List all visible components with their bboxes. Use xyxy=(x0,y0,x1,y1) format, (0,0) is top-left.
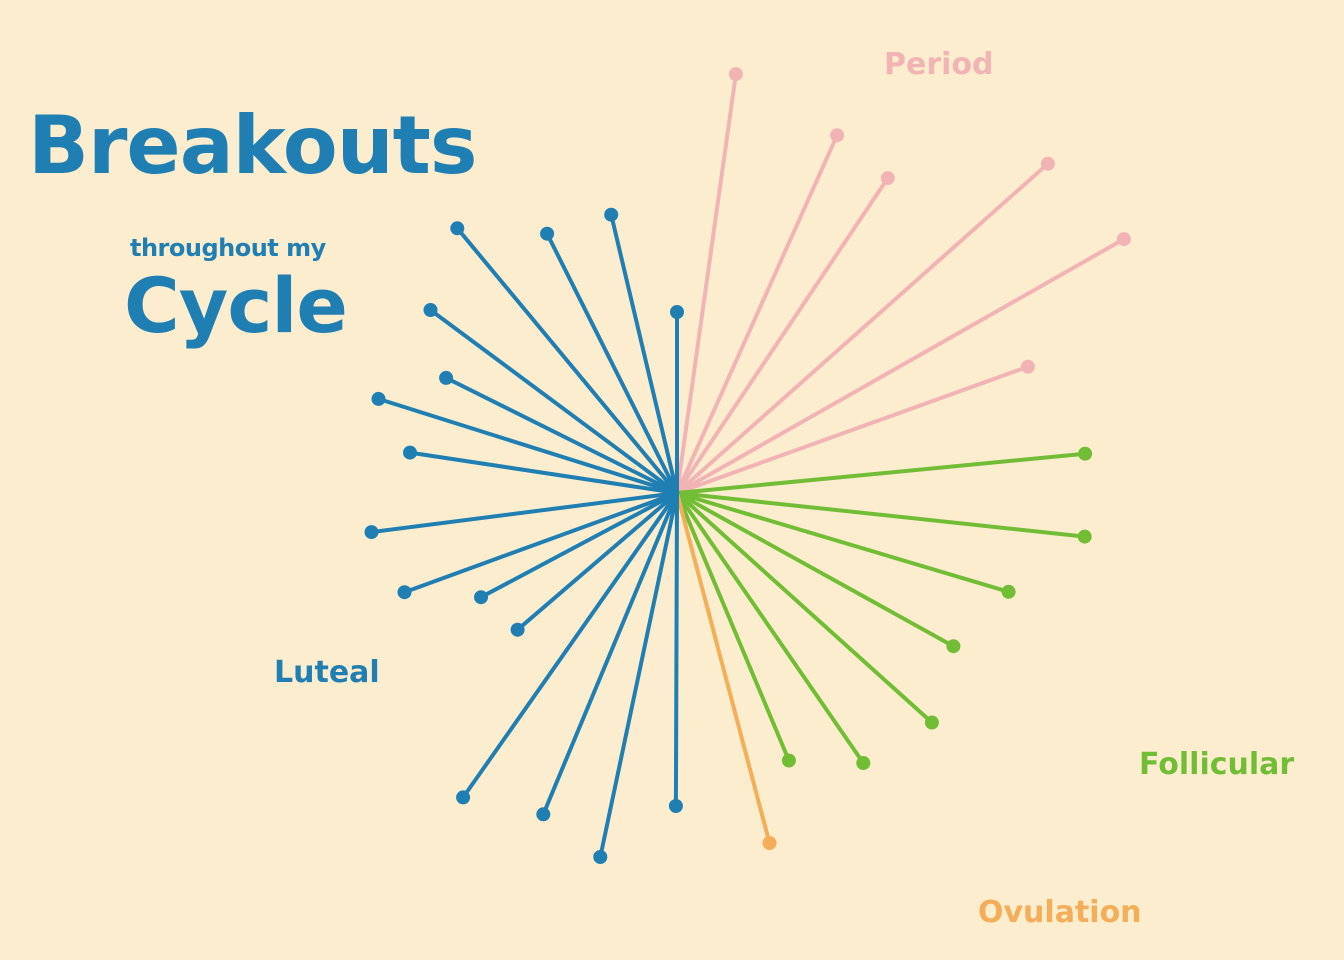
spoke-luteal-3 xyxy=(541,491,679,817)
point-luteal-12 xyxy=(423,303,438,317)
spoke-follicular-3 xyxy=(675,491,1011,594)
chart-title-breakouts: Breakouts xyxy=(28,99,477,192)
point-luteal-11 xyxy=(439,370,454,385)
point-luteal-6 xyxy=(474,590,488,605)
spoke-luteal-10 xyxy=(376,396,679,495)
spoke-period-4 xyxy=(675,161,1050,495)
point-luteal-9 xyxy=(403,445,417,460)
spoke-luteal-14 xyxy=(545,231,679,495)
point-luteal-7 xyxy=(397,585,412,600)
spoke-luteal-13 xyxy=(455,226,679,495)
point-luteal-2 xyxy=(593,850,608,864)
spoke-luteal-7 xyxy=(402,491,679,595)
spoke-follicular-2 xyxy=(675,491,1087,539)
point-period-6 xyxy=(1020,359,1035,374)
spoke-luteal-11 xyxy=(444,375,679,495)
series-follicular xyxy=(675,446,1093,770)
spoke-follicular-1 xyxy=(675,451,1088,495)
spoke-follicular-7 xyxy=(675,491,791,763)
phase-label-follicular: Follicular xyxy=(1139,747,1295,782)
point-luteal-16 xyxy=(670,305,684,319)
spoke-luteal-4 xyxy=(461,491,679,800)
spoke-luteal-2 xyxy=(598,491,679,859)
spoke-period-2 xyxy=(675,133,840,495)
spoke-period-5 xyxy=(675,237,1126,495)
spoke-luteal-8 xyxy=(369,491,679,535)
point-follicular-2 xyxy=(1077,529,1092,544)
phase-label-luteal: Luteal xyxy=(274,655,380,690)
point-follicular-4 xyxy=(946,639,961,654)
spoke-luteal-12 xyxy=(428,308,679,495)
spoke-luteal-15 xyxy=(609,212,679,495)
spoke-follicular-5 xyxy=(675,491,934,725)
spoke-luteal-1 xyxy=(673,491,679,808)
series-period xyxy=(675,67,1131,495)
chart-subtitle-throughout-my: throughout my xyxy=(130,234,326,262)
spoke-follicular-6 xyxy=(675,491,866,765)
spoke-follicular-4 xyxy=(675,491,956,649)
point-luteal-13 xyxy=(450,221,465,236)
spoke-luteal-5 xyxy=(515,491,679,632)
point-luteal-1 xyxy=(668,799,683,813)
point-period-5 xyxy=(1116,232,1131,247)
point-ovulation-1 xyxy=(762,836,777,850)
phase-label-ovulation: Ovulation xyxy=(978,895,1142,930)
point-follicular-3 xyxy=(1001,584,1016,599)
point-luteal-8 xyxy=(364,525,379,540)
spoke-period-1 xyxy=(675,72,738,495)
point-period-3 xyxy=(880,171,895,186)
point-period-4 xyxy=(1040,156,1055,171)
point-period-1 xyxy=(728,67,743,82)
series-ovulation xyxy=(675,491,777,850)
point-follicular-6 xyxy=(856,756,871,770)
chart-title-cycle: Cycle xyxy=(124,261,348,350)
spoke-period-3 xyxy=(675,176,890,495)
point-luteal-4 xyxy=(456,790,471,805)
phase-label-period: Period xyxy=(884,47,994,82)
point-follicular-5 xyxy=(924,715,939,730)
spoke-luteal-9 xyxy=(408,450,679,495)
spoke-ovulation-1 xyxy=(675,491,772,845)
point-luteal-5 xyxy=(510,622,525,637)
point-follicular-7 xyxy=(781,753,796,768)
spoke-luteal-6 xyxy=(479,491,679,600)
point-luteal-10 xyxy=(371,391,386,406)
point-period-2 xyxy=(830,128,845,143)
series-luteal xyxy=(364,207,684,864)
point-luteal-3 xyxy=(536,807,551,822)
point-luteal-15 xyxy=(604,207,619,222)
point-follicular-1 xyxy=(1078,446,1093,461)
point-luteal-14 xyxy=(540,226,555,241)
spoke-period-6 xyxy=(675,364,1030,495)
